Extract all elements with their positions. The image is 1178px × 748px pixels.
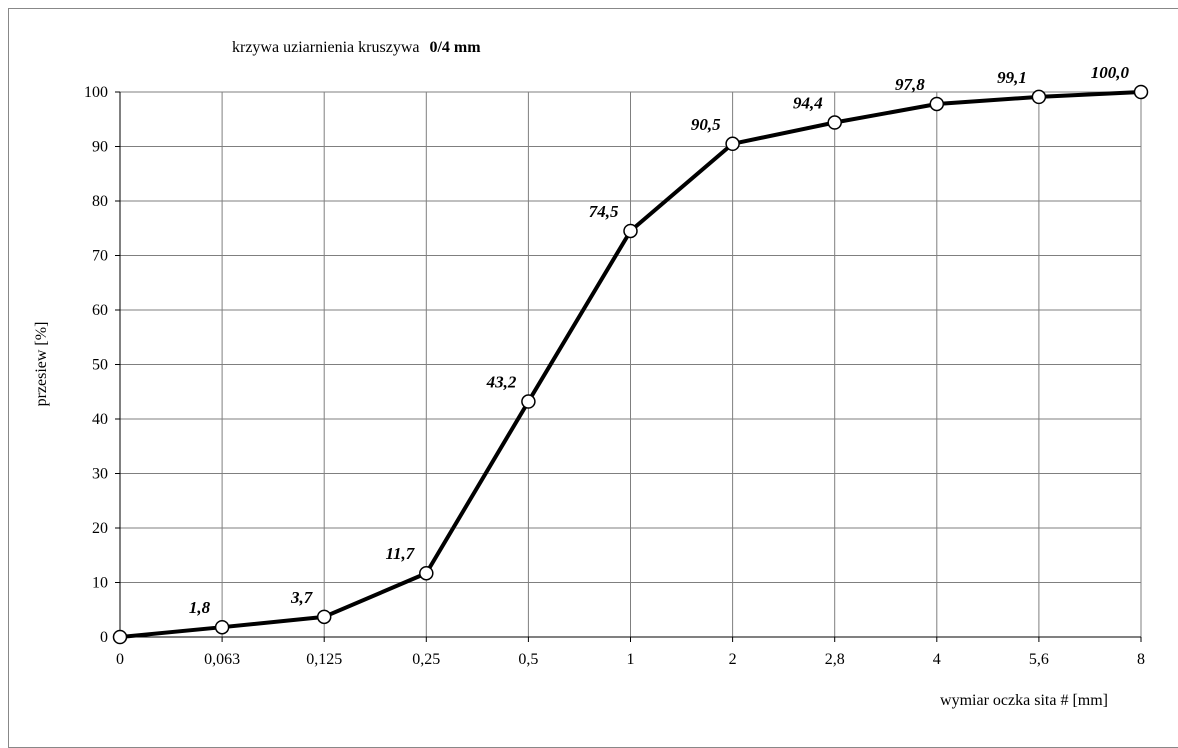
data-label: 1,8	[189, 598, 211, 617]
data-label: 43,2	[486, 373, 517, 392]
data-point	[929, 96, 945, 112]
y-tick-label: 60	[92, 302, 108, 319]
data-point	[419, 565, 434, 581]
x-tick-label: 0,5	[518, 651, 538, 668]
x-tick-label: 0,125	[306, 651, 342, 668]
data-point	[1133, 84, 1149, 100]
data-point	[827, 115, 842, 130]
data-label: 11,7	[385, 544, 415, 563]
data-point	[725, 136, 740, 152]
y-tick-label: 70	[92, 248, 108, 265]
x-tick-label: 0	[116, 651, 124, 668]
data-label: 99,1	[997, 68, 1027, 87]
y-tick-label: 100	[84, 84, 108, 101]
chart-title: krzywa uziarnienia kruszywa 0/4 mm	[232, 39, 481, 56]
y-tick-label: 80	[92, 193, 108, 210]
x-tick-label: 2,8	[825, 651, 845, 668]
data-label: 97,8	[895, 75, 925, 94]
chart-svg: krzywa uziarnienia kruszywa 0/4 mm 010203…	[33, 39, 1149, 709]
data-point	[112, 629, 128, 645]
y-tick-label: 20	[92, 520, 108, 537]
x-tick-label: 0,25	[412, 651, 440, 668]
data-label: 74,5	[589, 202, 619, 221]
data-label: 90,5	[691, 115, 721, 134]
x-tick-label: 4	[933, 651, 941, 668]
chart-title-main: krzywa uziarnienia kruszywa	[232, 39, 419, 56]
axis-layer: 0 10 20 30 40 50 60 70 80 90 100 0 0,063 0,125 0,25 0,5…	[84, 84, 1145, 668]
y-tick-label: 0	[100, 629, 108, 646]
y-tick-label: 90	[92, 139, 108, 156]
data-label: 3,7	[290, 588, 314, 607]
x-tick-label: 8	[1137, 651, 1145, 668]
data-point	[1031, 89, 1047, 105]
data-point	[316, 609, 332, 625]
y-tick-label: 50	[92, 357, 108, 374]
x-axis-title: wymiar oczka sita # [mm]	[940, 692, 1108, 709]
x-tick-label: 5,6	[1029, 651, 1049, 668]
data-point	[521, 394, 536, 409]
data-point	[623, 223, 638, 239]
series-layer	[112, 84, 1149, 645]
x-tick-label: 2	[729, 651, 737, 668]
y-tick-label: 10	[92, 575, 108, 592]
data-label: 100,0	[1091, 63, 1130, 82]
grid-layer	[120, 91, 1142, 637]
y-tick-label: 30	[92, 466, 108, 483]
data-label: 94,4	[793, 94, 823, 113]
y-tick-label: 40	[92, 411, 108, 428]
label-layer: 1,8 3,7 11,7 43,2 74,5 90,5 94,4 97,8 99,1 100,0	[189, 63, 1130, 617]
x-tick-label: 1	[627, 651, 635, 668]
y-axis-title: przesiew [%]	[33, 322, 50, 407]
x-tick-label: 0,063	[204, 651, 240, 668]
data-point	[214, 619, 230, 635]
chart-title-bold: 0/4 mm	[429, 39, 481, 56]
